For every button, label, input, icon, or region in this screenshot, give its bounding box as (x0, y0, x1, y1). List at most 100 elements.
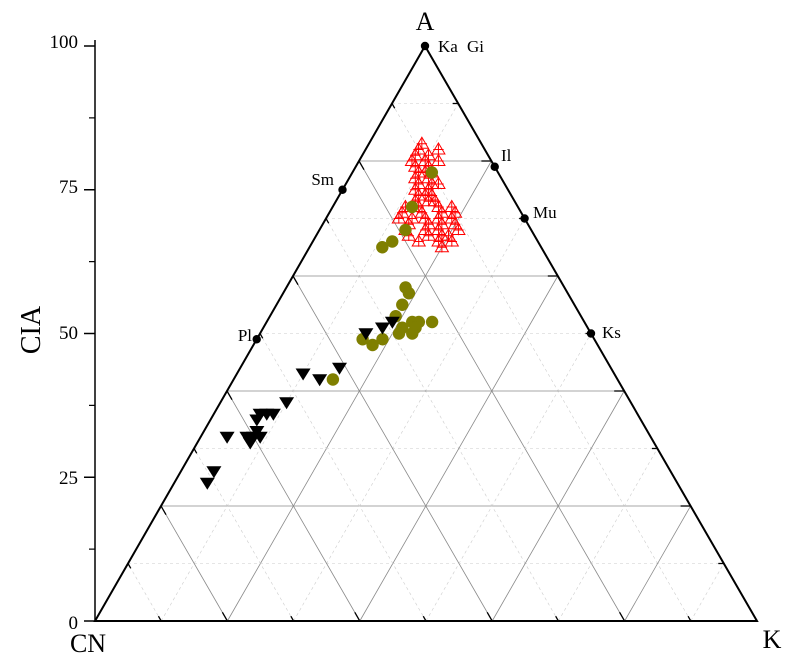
data-point-s0-31 (421, 193, 436, 207)
mineral-point-pl (252, 335, 261, 344)
data-point-s1-6 (402, 287, 416, 300)
mineral-point-ks (586, 329, 596, 338)
left-tick-20 (358, 160, 365, 170)
data-point-s0-53 (417, 153, 433, 167)
y-tick-label-100: 100 (50, 32, 79, 53)
grid-line-k-60 (491, 390, 625, 622)
data-point-s2-4 (312, 374, 328, 387)
data-point-s2-8 (265, 408, 281, 421)
data-point-s1-15 (406, 327, 419, 340)
grid-line-cn-90 (127, 563, 162, 622)
data-point-s0-35 (431, 153, 446, 167)
left-tick-40 (292, 275, 299, 285)
data-point-s0-50 (434, 239, 450, 253)
data-point-s0-2 (407, 147, 423, 161)
data-point-s0-6 (407, 170, 423, 184)
mineral-point-mu (520, 214, 529, 223)
y-tick-label-25: 25 (59, 468, 78, 489)
y-axis-title: CIA (16, 305, 47, 354)
data-point-s1-1 (405, 200, 419, 214)
mineral-point-ka (420, 41, 430, 51)
data-point-s0-52 (427, 193, 443, 207)
bottom-tick-80 (619, 612, 626, 622)
left-tick-50 (259, 333, 264, 339)
data-point-s0-22 (391, 211, 407, 224)
data-point-s0-4 (407, 159, 423, 172)
grid-line-k-80 (624, 505, 691, 622)
data-point-s1-19 (326, 373, 340, 386)
bottom-tick-10 (157, 615, 162, 622)
data-point-s2-18 (199, 477, 215, 490)
bottom-tick-60 (486, 612, 493, 622)
data-point-s0-3 (404, 153, 420, 167)
mineral-point-il (490, 162, 499, 171)
grid-line-cn-30 (325, 218, 559, 622)
data-point-s0-40 (421, 182, 436, 195)
grid-line-k-90 (690, 563, 725, 622)
data-point-s0-1 (411, 142, 426, 155)
grid-lines (127, 103, 725, 622)
mineral-label-ks: Ks (602, 323, 621, 342)
data-point-s2-16 (219, 431, 235, 444)
data-point-s2-17 (206, 466, 222, 479)
data-point-s2-3 (332, 362, 347, 375)
triangle-outline (93, 43, 759, 622)
data-point-s1-0 (425, 166, 439, 179)
vertex-label-a: A (416, 7, 435, 36)
grid-line-k-70 (558, 448, 658, 622)
data-point-s2-6 (279, 397, 295, 410)
left-tick-30 (325, 218, 330, 224)
grid-line-k-10 (160, 103, 459, 622)
grid-line-cn-50 (259, 333, 427, 622)
data-point-s0-43 (431, 199, 446, 213)
grid-line-k-50 (425, 333, 592, 622)
bottom-tick-20 (221, 612, 228, 622)
data-point-s0-29 (444, 234, 460, 247)
bottom-tick-50 (422, 615, 427, 622)
data-point-s1-2 (399, 223, 412, 237)
data-point-s0-47 (417, 188, 433, 201)
data-point-s0-51 (434, 205, 450, 218)
data-point-s0-41 (431, 222, 446, 236)
left-tick-60 (226, 390, 233, 400)
data-point-s0-33 (431, 176, 446, 190)
data-point-s0-16 (404, 211, 420, 224)
data-point-s1-7 (396, 298, 409, 311)
left-tick-70 (193, 448, 198, 454)
grid-line-cn-60 (226, 390, 361, 622)
grid-line-cn-70 (193, 448, 294, 622)
bottom-tick-70 (555, 615, 559, 622)
mineral-label-sm: Sm (311, 170, 334, 189)
data-point-s2-2 (358, 328, 374, 341)
bottom-tick-30 (290, 615, 295, 622)
mineral-markers (252, 41, 596, 344)
data-point-s2-15 (249, 414, 265, 427)
data-point-s0-15 (417, 222, 433, 236)
data-point-s0-27 (451, 222, 466, 236)
bottom-tick-90 (687, 615, 692, 622)
data-point-s0-36 (431, 142, 446, 155)
data-point-s0-9 (411, 188, 427, 201)
mineral-label-mu: Mu (533, 203, 557, 222)
grid-line-cn-80 (160, 505, 228, 622)
data-point-s1-14 (392, 327, 406, 340)
data-point-s2-0 (374, 322, 390, 335)
vertex-label-cn: CN (70, 629, 106, 658)
y-tick-label-50: 50 (59, 323, 78, 344)
mineral-label-gi: Gi (467, 37, 484, 56)
triangle-frame (93, 40, 759, 622)
data-point-s0-28 (441, 228, 456, 241)
data-point-s0-23 (444, 199, 460, 213)
data-point-s0-32 (424, 188, 440, 201)
data-point-s0-46 (424, 176, 440, 190)
data-point-s2-14 (239, 431, 255, 444)
left-tick-10 (391, 103, 396, 109)
data-point-s0-13 (417, 211, 433, 224)
data-point-s1-16 (376, 333, 389, 346)
data-point-s0-30 (421, 228, 437, 241)
data-point-s1-4 (386, 235, 399, 248)
left-tick-90 (127, 563, 132, 569)
mineral-label-ka: Ka (438, 37, 458, 56)
data-point-s1-3 (376, 241, 389, 254)
mineral-label-pl: Pl (238, 326, 252, 345)
